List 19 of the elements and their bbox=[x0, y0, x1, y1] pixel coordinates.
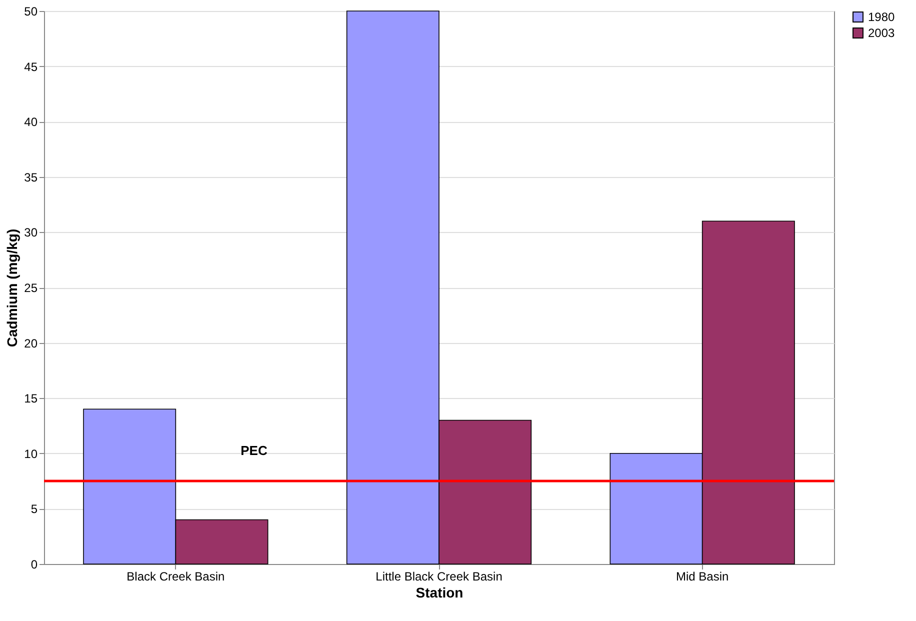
legend-label: 2003 bbox=[868, 26, 896, 40]
y-tick-label: 20 bbox=[24, 336, 38, 350]
y-tick-label: 45 bbox=[24, 60, 38, 74]
y-tick-label: 40 bbox=[24, 115, 38, 130]
y-tick-label: 50 bbox=[24, 4, 38, 18]
y-tick-label: 25 bbox=[24, 281, 38, 295]
y-tick-label: 15 bbox=[24, 392, 38, 406]
x-tick-label: Little Black Creek Basin bbox=[376, 570, 502, 584]
y-tick-label: 0 bbox=[30, 558, 38, 572]
x-tick-label: Black Creek Basin bbox=[126, 570, 225, 584]
y-tick-label: 10 bbox=[24, 446, 38, 461]
x-axis-title: Station bbox=[416, 584, 464, 600]
y-tick-label: 5 bbox=[30, 502, 38, 516]
y-tick-label: 30 bbox=[24, 226, 38, 240]
legend-label: 1980 bbox=[868, 10, 896, 24]
y-axis-title: Cadmium (mg/kg) bbox=[4, 228, 20, 348]
ref-line-label: PEC bbox=[240, 443, 268, 458]
x-tick-label: Mid Basin bbox=[676, 570, 729, 584]
y-tick-label: 35 bbox=[24, 170, 38, 184]
